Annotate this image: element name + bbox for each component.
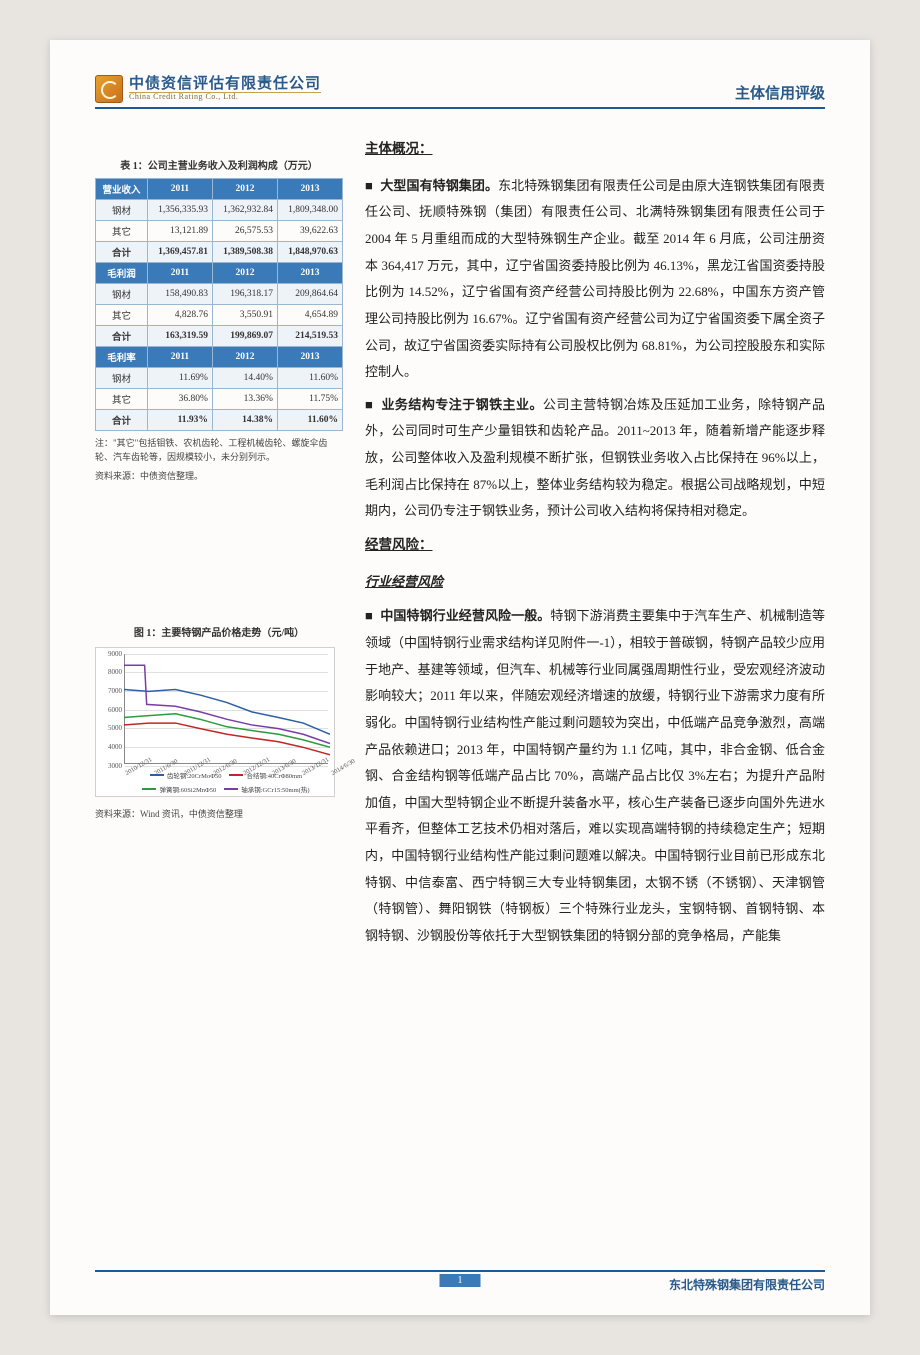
logo-icon bbox=[95, 75, 123, 103]
main-text: 主体概况： ■ 大型国有特钢集团。东北特殊钢集团有限责任公司是由原大连钢铁集团有… bbox=[365, 129, 825, 956]
page-footer: 1 东北特殊钢集团有限责任公司 bbox=[95, 1270, 825, 1293]
chart-source: 资料来源：Wind 资讯，中债资信整理 bbox=[95, 807, 343, 820]
paragraph-2: ■ 业务结构专注于钢铁主业。公司主营特钢冶炼及压延加工业务，除特钢产品外，公司同… bbox=[365, 392, 825, 525]
financial-table: 营业收入201120122013钢材1,356,335.931,362,932.… bbox=[95, 178, 343, 431]
footer-company: 东北特殊钢集团有限责任公司 bbox=[669, 1276, 825, 1293]
logo-block: 中债资信评估有限责任公司 China Credit Rating Co., Lt… bbox=[95, 75, 321, 103]
table-source: 资料来源：中债资信整理。 bbox=[95, 470, 343, 484]
sidebar: 表 1：公司主营业务收入及利润构成（万元） 营业收入201120122013钢材… bbox=[95, 129, 343, 956]
logo-cn: 中债资信评估有限责任公司 bbox=[129, 76, 321, 94]
paragraph-1: ■ 大型国有特钢集团。东北特殊钢集团有限责任公司是由原大连钢铁集团有限责任公司、… bbox=[365, 173, 825, 386]
header-right: 主体信用评级 bbox=[735, 82, 825, 103]
section2-subtitle: 行业经营风险 bbox=[365, 569, 825, 596]
page-header: 中债资信评估有限责任公司 China Credit Rating Co., Lt… bbox=[95, 75, 825, 109]
table-caption: 表 1：公司主营业务收入及利润构成（万元） bbox=[95, 157, 343, 172]
page-number: 1 bbox=[440, 1274, 481, 1287]
logo-en: China Credit Rating Co., Ltd. bbox=[129, 93, 321, 102]
price-chart: 30004000500060007000800090002010/12/3120… bbox=[95, 647, 335, 797]
page: 中债资信评估有限责任公司 China Credit Rating Co., Lt… bbox=[50, 40, 870, 1315]
chart-caption: 图 1：主要特钢产品价格走势（元/吨） bbox=[95, 624, 343, 639]
section1-title: 主体概况： bbox=[365, 135, 825, 163]
table-note: 注："其它"包括钼铁、农机齿轮、工程机械齿轮、螺旋伞齿轮、汽车齿轮等，因规模较小… bbox=[95, 437, 343, 464]
paragraph-3: ■ 中国特钢行业经营风险一般。特钢下游消费主要集中于汽车生产、机械制造等领域（中… bbox=[365, 603, 825, 949]
section2-title: 经营风险： bbox=[365, 531, 825, 559]
